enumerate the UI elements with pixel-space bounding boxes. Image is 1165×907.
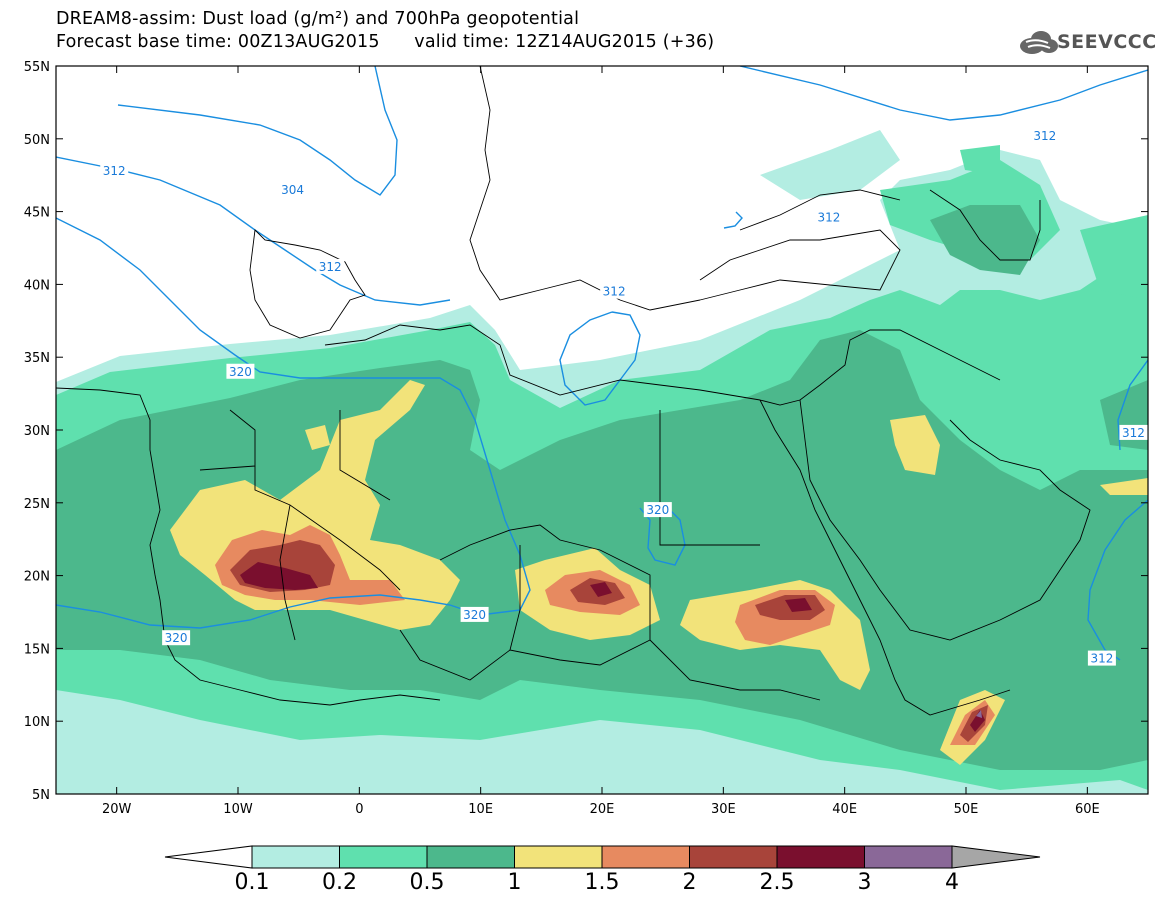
lon-tick-label: 40E xyxy=(832,802,857,817)
lon-tick-label: 0 xyxy=(355,802,363,817)
coastlines-borders xyxy=(56,66,1091,716)
contour-label: 312 xyxy=(316,258,345,274)
colorbar-swatch xyxy=(251,845,340,869)
axis-ticks: 20W 10W 0 10E 20E 30E 40E 50E 60E 5N 10N 15N 20N 25N 3… xyxy=(24,60,1148,817)
contour-label-text: 312 xyxy=(103,164,126,178)
lon-tick-label: 30E xyxy=(711,802,736,817)
colorbar-level-label: 4 xyxy=(945,870,959,895)
lon-tick-label: 50E xyxy=(954,802,979,817)
map-plot-area xyxy=(56,66,1148,794)
contour-label: 320 xyxy=(643,502,672,518)
colorbar xyxy=(164,845,1041,869)
lon-tick-label: 60E xyxy=(1075,802,1100,817)
contour-label-bg xyxy=(278,181,307,197)
contour-label-bg xyxy=(226,363,255,379)
lat-tick-label: 10N xyxy=(24,715,50,730)
contour-label-text: 312 xyxy=(1033,129,1056,143)
lon-tick-label: 10W xyxy=(223,802,253,817)
contour-label-text: 312 xyxy=(817,210,840,224)
contour-label: 312 xyxy=(1087,650,1116,666)
colorbar-above-triangle xyxy=(951,845,1041,869)
contour-label-bg xyxy=(1087,650,1116,666)
colorbar-level-label: 0.5 xyxy=(409,870,445,895)
logo-text: SEEVCCC xyxy=(1057,31,1157,53)
colorbar-level-label: 1.5 xyxy=(584,870,620,895)
map-title: DREAM8-assim: Dust load (g/m²) and 700hP… xyxy=(56,9,580,29)
dust-band-0-5 xyxy=(56,205,1148,770)
lat-tick-label: 25N xyxy=(24,497,50,512)
contour-label-text: 312 xyxy=(603,285,626,299)
colorbar-level-label: 0.2 xyxy=(322,870,357,895)
contour-label: 320 xyxy=(162,630,191,646)
lon-tick-label: 10E xyxy=(468,802,493,817)
contour-label-text: 312 xyxy=(1122,426,1145,440)
contour-label: 312 xyxy=(1030,127,1059,143)
lon-tick-label: 20W xyxy=(102,802,132,817)
lat-tick-label: 40N xyxy=(24,278,50,293)
contour-label: 320 xyxy=(226,363,255,379)
colorbar-below-triangle xyxy=(164,845,253,869)
contour-label-text: 320 xyxy=(229,365,252,379)
contour-label: 304 xyxy=(278,181,307,197)
colorbar-swatch xyxy=(689,845,778,869)
colorbar-level-label: 2.5 xyxy=(759,870,795,895)
colorbar-level-label: 3 xyxy=(857,870,872,895)
colorbar-swatch xyxy=(864,845,953,869)
geopotential-contours xyxy=(56,66,1148,661)
lat-tick-label: 50N xyxy=(24,133,50,148)
cloud-logo-icon xyxy=(1020,31,1058,54)
contour-label-bg xyxy=(814,209,843,225)
time-info: Forecast base time: 00Z13AUG2015 valid t… xyxy=(56,32,714,52)
lat-tick-label: 20N xyxy=(24,570,50,585)
colorbar-level-label: 1 xyxy=(507,870,522,895)
contour-label-bg xyxy=(460,606,489,622)
colorbar-level-label: 0.1 xyxy=(234,870,270,895)
colorbar-swatch xyxy=(339,845,428,869)
contour-label-bg xyxy=(1119,424,1148,440)
contour-label: 312 xyxy=(100,162,129,178)
lat-tick-label: 15N xyxy=(24,642,50,657)
colorbar-swatch xyxy=(426,845,515,869)
lon-tick-label: 20E xyxy=(590,802,615,817)
lat-tick-label: 5N xyxy=(32,788,50,803)
contour-label-text: 304 xyxy=(281,183,304,197)
lat-tick-label: 45N xyxy=(24,206,50,221)
contour-label-bg xyxy=(643,502,672,518)
colorbar-swatch xyxy=(514,845,603,869)
contour-label-bg xyxy=(316,258,345,274)
contour-label: 312 xyxy=(600,283,629,299)
base-time-label: Forecast base time: 00Z13AUG2015 xyxy=(56,32,380,52)
lat-tick-label: 55N xyxy=(24,60,50,75)
valid-time-label: valid time: 12Z14AUG2015 (+36) xyxy=(414,32,715,52)
contour-label-bg xyxy=(162,630,191,646)
colorbar-swatch xyxy=(601,845,690,869)
contour-label: 312 xyxy=(814,209,843,225)
contour-label-bg xyxy=(600,283,629,299)
colorbar-swatch xyxy=(776,845,865,869)
lat-tick-label: 35N xyxy=(24,351,50,366)
contour-label-text: 320 xyxy=(463,608,486,622)
colorbar-level-label: 2 xyxy=(682,870,697,895)
dust-band-3 xyxy=(976,710,982,718)
contour-label-text: 312 xyxy=(319,260,342,274)
lat-tick-label: 30N xyxy=(24,424,50,439)
contour-label-bg xyxy=(1030,127,1059,143)
contour-label-bg xyxy=(100,162,129,178)
contour-label: 312 xyxy=(1119,424,1148,440)
contour-label: 320 xyxy=(460,606,489,622)
contour-label-text: 320 xyxy=(165,631,188,645)
contour-label-text: 320 xyxy=(646,503,669,517)
contour-label-text: 312 xyxy=(1090,652,1113,666)
contour-labels: 312 304 312 312 312 312 320 320 320 320 312 312 xyxy=(100,127,1148,666)
